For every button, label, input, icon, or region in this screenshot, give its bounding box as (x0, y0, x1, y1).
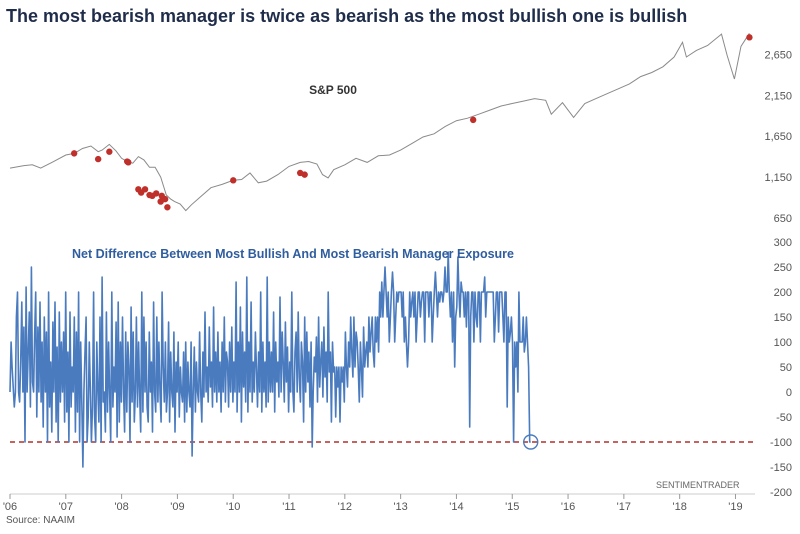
net-y-tick-label: 0 (786, 387, 792, 399)
spx-highlight-dot (141, 186, 149, 193)
latest-reading-circle (523, 434, 539, 450)
spx-y-tick-label: 1,650 (764, 131, 792, 143)
spx-highlight-dot (94, 155, 102, 163)
x-tick-label: '10 (226, 501, 240, 513)
net-series (9, 251, 539, 468)
spx-y-tick-label: 2,650 (764, 50, 792, 62)
spx-highlight-dot (164, 204, 171, 211)
net-line (9, 251, 531, 468)
x-tick-label: '17 (617, 501, 631, 513)
x-tick-label: '08 (114, 501, 128, 513)
spx-highlight-dots (70, 34, 753, 211)
net-y-tick-label: -100 (770, 437, 792, 449)
net-y-tick-label: -200 (770, 487, 792, 499)
net-y-tick-label: 300 (774, 237, 792, 249)
x-tick-label: '16 (561, 501, 575, 513)
spx-line (9, 33, 750, 212)
spx-highlight-dot (230, 177, 237, 184)
spx-series (9, 33, 750, 212)
spx-highlight-dot (70, 150, 78, 157)
spx-highlight-dot (746, 34, 753, 41)
x-tick-label: '13 (393, 501, 407, 513)
net-y-tick-label: -150 (770, 462, 792, 474)
watermark: SENTIMENTRADER (656, 480, 740, 490)
net-y-tick-label: 150 (774, 312, 792, 324)
x-tick-label: '19 (728, 501, 742, 513)
spx-y-tick-label: 650 (774, 213, 792, 225)
chart-title: The most bearish manager is twice as bea… (6, 6, 688, 26)
spx-highlight-dot (161, 195, 169, 203)
source-note: Source: NAAIM (6, 515, 75, 526)
spx-series-label: S&P 500 (309, 83, 357, 97)
spx-highlight-dot (153, 190, 160, 197)
x-tick-label: '14 (449, 501, 463, 513)
spx-highlight-dot (125, 159, 132, 166)
spx-y-tick-label: 1,150 (764, 172, 792, 184)
net-y-tick-label: 100 (774, 337, 792, 349)
x-tick-label: '07 (59, 501, 73, 513)
x-tick-label: '06 (3, 501, 17, 513)
spx-y-tick-label: 2,150 (764, 90, 792, 102)
x-tick-label: '15 (505, 501, 519, 513)
net-y-tick-label: -50 (776, 412, 792, 424)
x-axis: '06 '07 '08 '09 '10 '11 '12 '13 '14 '15 '16 '17 '18 '… (3, 493, 755, 513)
spx-highlight-dot (106, 148, 113, 155)
net-series-label: Net Difference Between Most Bullish And … (72, 247, 514, 261)
spx-y-axis: 650 1,150 1,650 2,150 2,650 (764, 50, 792, 225)
net-y-tick-label: 250 (774, 262, 792, 274)
spx-highlight-dot (469, 116, 477, 124)
net-y-tick-label: 200 (774, 287, 792, 299)
net-y-tick-label: 50 (780, 362, 792, 374)
x-tick-label: '12 (338, 501, 352, 513)
x-tick-label: '11 (282, 501, 296, 513)
spx-highlight-dot (301, 171, 308, 178)
net-y-axis: -200 -150 -100 -50 0 50 100 150 200 250 300 (770, 237, 792, 499)
x-tick-label: '18 (672, 501, 686, 513)
x-tick-label: '09 (170, 501, 184, 513)
